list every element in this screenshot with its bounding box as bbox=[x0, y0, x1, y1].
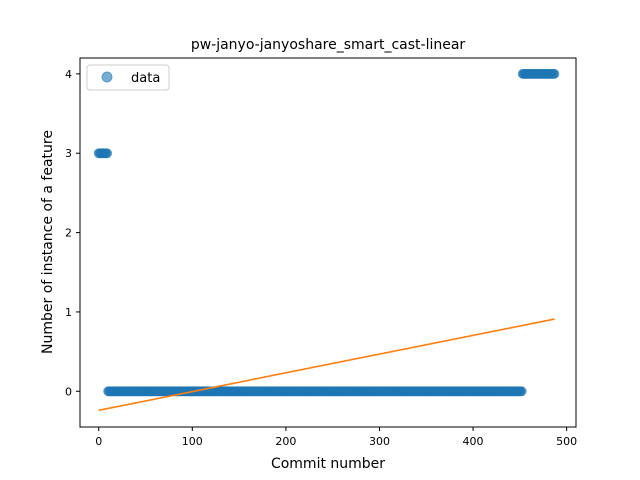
y-tick-label: 1 bbox=[65, 306, 72, 319]
y-axis-label: Number of instance of a feature bbox=[40, 130, 56, 354]
fit-line bbox=[98, 318, 555, 412]
x-tick-label: 0 bbox=[95, 435, 102, 448]
fit-line-group bbox=[98, 318, 555, 412]
data-point bbox=[549, 68, 560, 79]
chart-title: pw-janyo-janyoshare_smart_cast-linear bbox=[191, 37, 466, 53]
x-axis-ticks: 0 100 200 300 400 500 bbox=[95, 427, 577, 448]
legend: data bbox=[86, 64, 170, 91]
x-tick-label: 500 bbox=[556, 435, 577, 448]
legend-label-data: data bbox=[131, 71, 160, 86]
data-point bbox=[102, 148, 113, 159]
x-axis-label: Commit number bbox=[271, 456, 385, 472]
x-tick-label: 200 bbox=[275, 435, 296, 448]
x-tick-label: 300 bbox=[369, 435, 390, 448]
y-tick-label: 0 bbox=[65, 385, 72, 398]
y-tick-label: 4 bbox=[65, 68, 72, 81]
plot-frame bbox=[79, 57, 577, 428]
y-axis-ticks: 0 1 2 3 4 bbox=[65, 68, 80, 398]
x-tick-label: 100 bbox=[182, 435, 203, 448]
y-tick-label: 2 bbox=[65, 227, 72, 240]
scatter-points bbox=[93, 68, 560, 397]
y-tick-label: 3 bbox=[65, 147, 72, 160]
x-tick-label: 400 bbox=[463, 435, 484, 448]
legend-box bbox=[86, 64, 170, 91]
data-point bbox=[516, 386, 527, 397]
legend-marker-data bbox=[101, 71, 113, 83]
